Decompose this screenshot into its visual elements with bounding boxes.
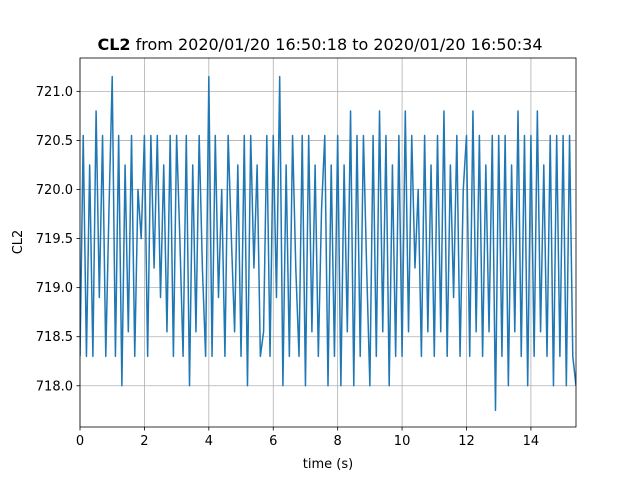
y-tick-label: 719.5 (36, 232, 73, 247)
plot-area (80, 75, 576, 412)
y-tick-label: 719.0 (36, 281, 73, 296)
x-tick-label: 8 (334, 434, 342, 449)
data-line (80, 75, 576, 412)
x-axis-label: time (s) (303, 457, 353, 472)
title-text: from 2020/01/20 16:50:18 to 2020/01/20 1… (136, 35, 543, 54)
title-name: CL2 (97, 35, 130, 54)
y-tick-label: 718.0 (36, 379, 73, 394)
x-tick-label: 4 (205, 434, 213, 449)
x-tick-label: 2 (140, 434, 148, 449)
chart-title: CL2 from 2020/01/20 16:50:18 to 2020/01/… (97, 35, 542, 54)
y-tick-label: 720.0 (36, 183, 73, 198)
x-tick-label: 12 (458, 434, 475, 449)
x-tick-label: 0 (76, 434, 84, 449)
y-tick-label: 721.0 (36, 85, 73, 100)
x-tick-label: 14 (523, 434, 540, 449)
y-tick-label: 718.5 (36, 330, 73, 345)
axes-frame (79, 57, 577, 428)
x-tick-label: 6 (269, 434, 277, 449)
y-axis-label: CL2 (11, 230, 26, 255)
y-tick-label: 720.5 (36, 134, 73, 149)
x-tick-label: 10 (394, 434, 411, 449)
